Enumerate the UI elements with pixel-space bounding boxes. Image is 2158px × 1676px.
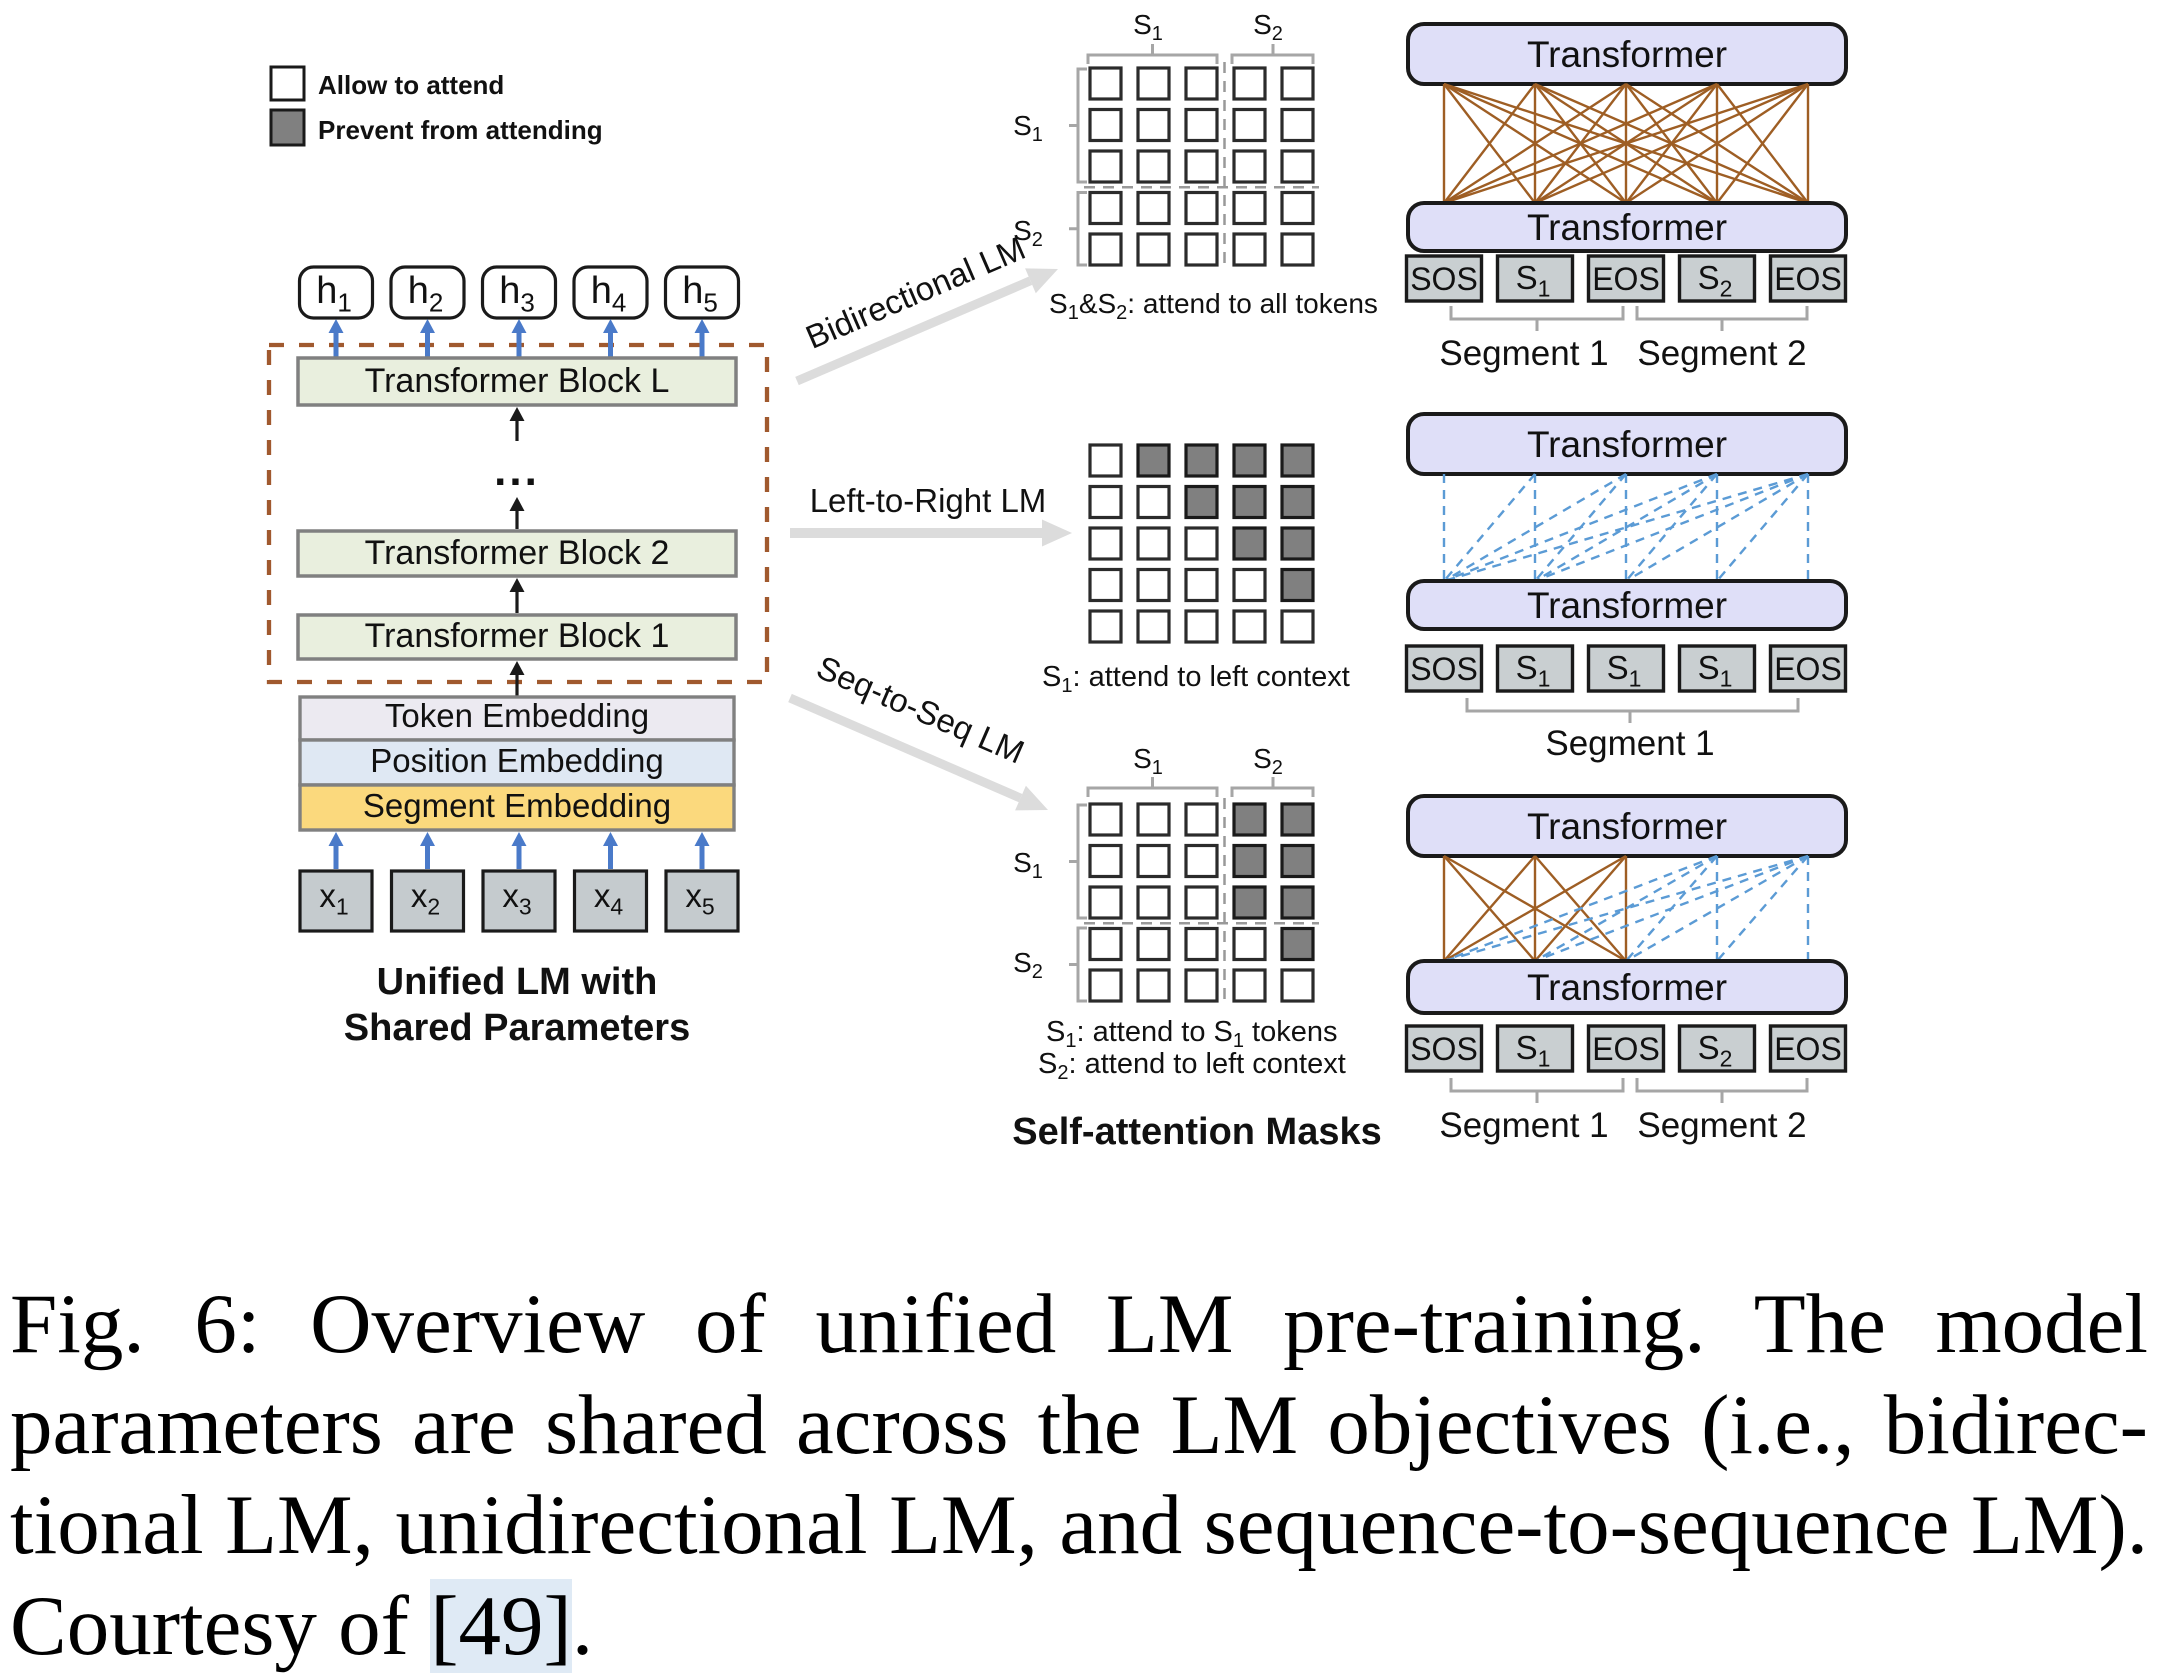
- svg-text:Allow to attend: Allow to attend: [318, 70, 504, 100]
- svg-text:Transformer: Transformer: [1527, 207, 1727, 248]
- svg-text:S2: S2: [1253, 9, 1283, 45]
- svg-text:Unified LM with: Unified LM with: [377, 961, 658, 1003]
- svg-text:Segment 2: Segment 2: [1637, 334, 1806, 373]
- svg-text:Token Embedding: Token Embedding: [385, 697, 649, 734]
- svg-text:x5: x5: [685, 877, 714, 919]
- svg-text:Transformer: Transformer: [1527, 967, 1727, 1008]
- svg-text:S1: S1: [1013, 847, 1043, 883]
- svg-text:Self-attention Masks: Self-attention Masks: [1012, 1111, 1382, 1153]
- svg-text:Segment 2: Segment 2: [1637, 1106, 1806, 1145]
- svg-text:S2: S2: [1253, 743, 1283, 779]
- svg-text:S2: S2: [1013, 947, 1043, 983]
- svg-text:Transformer: Transformer: [1527, 34, 1727, 75]
- svg-text:Transformer: Transformer: [1527, 806, 1727, 847]
- svg-text:EOS: EOS: [1774, 261, 1842, 297]
- svg-text:S2: S2: [1698, 1029, 1733, 1071]
- svg-text:Segment Embedding: Segment Embedding: [363, 787, 671, 824]
- svg-text:Segment 1: Segment 1: [1439, 334, 1608, 373]
- svg-text:EOS: EOS: [1592, 1031, 1660, 1067]
- svg-text:Left-to-Right LM: Left-to-Right LM: [810, 482, 1047, 519]
- svg-text:S1: S1: [1607, 649, 1642, 691]
- svg-text:Segment 1: Segment 1: [1545, 724, 1714, 763]
- svg-text:Segment 1: Segment 1: [1439, 1106, 1608, 1145]
- svg-text:Position Embedding: Position Embedding: [370, 742, 664, 779]
- svg-text:SOS: SOS: [1410, 651, 1478, 687]
- svg-text:Transformer Block 1: Transformer Block 1: [365, 617, 670, 655]
- svg-text:Shared Parameters: Shared Parameters: [344, 1007, 690, 1049]
- svg-text:S2: S2: [1698, 259, 1733, 301]
- svg-text:SOS: SOS: [1410, 1031, 1478, 1067]
- svg-text:S1: S1: [1013, 110, 1043, 146]
- svg-text:EOS: EOS: [1774, 1031, 1842, 1067]
- svg-text:S1: attend to left context: S1: attend to left context: [1042, 661, 1350, 697]
- svg-text:Transformer Block 2: Transformer Block 2: [365, 534, 670, 572]
- svg-text:SOS: SOS: [1410, 261, 1478, 297]
- svg-text:S2: S2: [1013, 215, 1043, 251]
- svg-text:Transformer Block L: Transformer Block L: [365, 362, 670, 400]
- svg-text:Transformer: Transformer: [1527, 424, 1727, 465]
- svg-text:S1: S1: [1133, 743, 1163, 779]
- svg-text:EOS: EOS: [1592, 261, 1660, 297]
- svg-text:S2: attend to left context: S2: attend to left context: [1038, 1048, 1346, 1084]
- svg-text:S1: attend to S1 tokens: S1: attend to S1 tokens: [1046, 1016, 1337, 1052]
- svg-text:...: ...: [494, 446, 540, 495]
- svg-text:S1: S1: [1133, 9, 1163, 45]
- svg-text:EOS: EOS: [1774, 651, 1842, 687]
- svg-text:h2: h2: [408, 270, 444, 317]
- svg-text:Transformer: Transformer: [1527, 585, 1727, 626]
- svg-text:Prevent from attending: Prevent from attending: [318, 115, 603, 145]
- svg-text:S1&S2: attend to all tokens: S1&S2: attend to all tokens: [1049, 288, 1378, 324]
